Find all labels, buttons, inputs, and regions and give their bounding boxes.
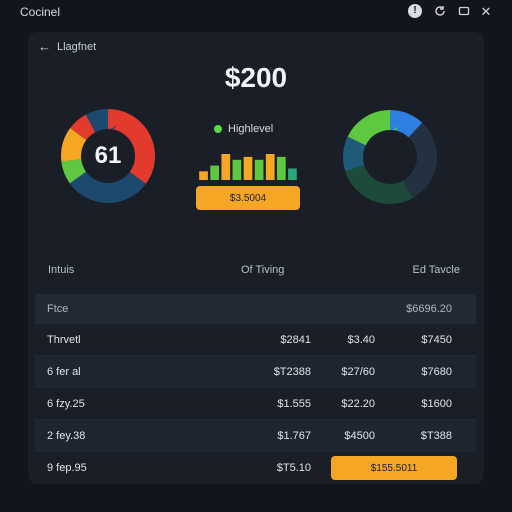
- total-value: $200: [224, 62, 288, 93]
- row-label: 6 fer al: [47, 365, 81, 378]
- legend-label: Highlevel: [228, 123, 274, 135]
- legend-dot-icon: [214, 125, 222, 133]
- app-title: Cocinel: [20, 5, 61, 19]
- mini-bar: [210, 165, 220, 180]
- mini-bar: [199, 171, 208, 180]
- mini-bar: [254, 159, 264, 180]
- mini-bar: [243, 156, 253, 180]
- table-row[interactable]: 6 fer al $T2388 $27/60 $7680: [35, 356, 476, 388]
- table-row[interactable]: Thrvetl $2841 $3.40 $7450: [35, 324, 476, 356]
- window-icon[interactable]: [457, 4, 471, 18]
- mini-bar-chart: [199, 154, 297, 180]
- row-label: 9 fep.95: [47, 462, 87, 474]
- left-donut-segment: [61, 109, 155, 203]
- mini-bar: [265, 154, 275, 180]
- row-label: 6 fzy.25: [47, 397, 85, 410]
- left-donut-segment: [61, 109, 155, 203]
- column-header-middle: Of Tiving: [241, 264, 285, 276]
- back-button[interactable]: ← Llagfnet: [38, 39, 96, 54]
- row-label: 2 fey.38: [47, 429, 86, 442]
- title-bar: Cocinel ! ✕: [0, 0, 512, 26]
- row-value-a: $1.555: [277, 397, 311, 410]
- data-table: Ftce $6696.20 Thrvetl $2841 $3.40 $7450 …: [35, 294, 476, 484]
- row-value-b: $4500: [344, 429, 375, 442]
- row-value-b: $22.20: [341, 397, 375, 410]
- close-icon[interactable]: ✕: [480, 3, 492, 19]
- row-label: Thrvetl: [47, 333, 81, 346]
- row-value-c: $1600: [421, 397, 452, 410]
- left-donut-value: 61: [94, 142, 122, 169]
- dashboard-panel: ← Llagfnet $200 61 Highlevel $3.5004 Int…: [28, 32, 484, 484]
- row-value-c: $7680: [421, 365, 452, 378]
- mini-bar: [232, 159, 242, 180]
- mini-bar: [276, 156, 286, 180]
- right-donut-segment: [343, 110, 437, 204]
- table-header-label: Ftce: [47, 302, 69, 315]
- row-value-b: $3.40: [347, 333, 375, 346]
- column-header-right: Ed Tavcle: [412, 264, 461, 276]
- back-arrow-icon: ←: [38, 39, 51, 54]
- row-value-a: $2841: [280, 333, 311, 346]
- left-donut-segment: [61, 109, 155, 203]
- row-value-a: $T5.10: [276, 462, 311, 474]
- row-value-a: $T2388: [273, 365, 311, 378]
- back-label: Llagfnet: [57, 40, 97, 53]
- refresh-icon[interactable]: [433, 4, 447, 18]
- row-value-a: $1.767: [277, 429, 311, 442]
- table-header-row: Ftce $6696.20: [35, 294, 476, 324]
- value-pill-button[interactable]: $3.5004: [196, 186, 300, 210]
- table-row[interactable]: 9 fep.95 $T5.10 $155.5011: [35, 452, 476, 484]
- mini-bar: [221, 154, 231, 180]
- table-row[interactable]: 2 fey.38 $1.767 $4500 $T388: [35, 420, 476, 452]
- right-donut-chart: [343, 110, 437, 204]
- right-donut-segment: [343, 110, 437, 204]
- legend: Highlevel: [214, 123, 273, 135]
- row-value-b: $27/60: [341, 365, 375, 378]
- table-header-total: $6696.20: [406, 302, 452, 315]
- table-row[interactable]: 6 fzy.25 $1.555 $22.20 $1600: [35, 388, 476, 420]
- row-value-c: $7450: [421, 333, 452, 346]
- highlight-value-button[interactable]: $155.5011: [331, 456, 457, 480]
- column-header-left: Intuis: [48, 264, 75, 276]
- left-donut-chart: [61, 109, 155, 203]
- help-icon[interactable]: !: [408, 4, 422, 18]
- row-value-c: $T388: [420, 429, 452, 442]
- right-donut-segment: [343, 110, 437, 204]
- mini-bar: [288, 168, 297, 180]
- right-donut-segment: [343, 110, 437, 204]
